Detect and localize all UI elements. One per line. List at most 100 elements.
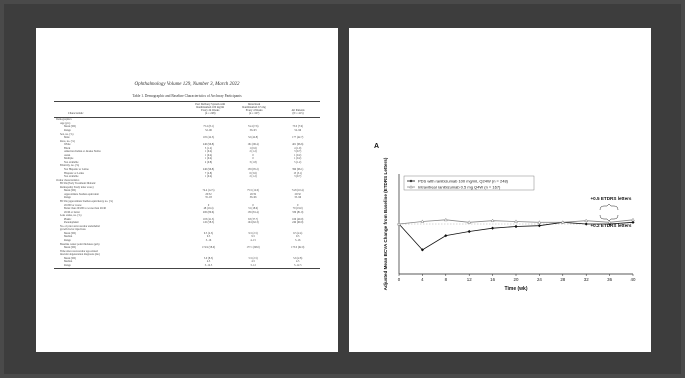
row-value: 161 (96.4)	[247, 143, 259, 147]
header-all: All Patients (N = 415)	[276, 103, 320, 116]
table-row: Median 9.5 9.5 9.5	[54, 235, 320, 239]
row-value: 0	[252, 157, 254, 161]
table-row: 20/40 or better 200 (80.6) 136 (81.4) 336 (…	[54, 211, 320, 215]
row-value: 4 (1.0)	[294, 146, 302, 150]
row-value: 336 (81.0)	[292, 210, 304, 214]
row-value: 52 (42.8)	[248, 136, 259, 140]
row-value: 104 (62.3)	[247, 221, 259, 225]
row-label: Median	[64, 260, 73, 264]
row-label: Hispanic or Latino	[64, 171, 85, 175]
chart-legend: PDS with ranibizumab 100 mg/mL Q24W (n =…	[403, 175, 535, 191]
journal-page: Ophthalmology Volume 129, Number 3, Marc…	[44, 34, 330, 346]
row-value: 249 (60.0)	[292, 221, 304, 225]
row-value: 159 (95.2)	[247, 168, 259, 172]
x-tick-label: 8	[445, 277, 448, 282]
row-label: Asian	[64, 153, 71, 157]
row-value: 9.5	[206, 235, 211, 239]
row-value: 174.9 (58.0)	[201, 246, 216, 250]
series-1-point	[514, 224, 518, 229]
row-value: 5.5 (2.5)	[248, 256, 258, 260]
table-row: Mean (SD) 174.9 (58.0) 177.1 (68.0) 175.0 (…	[54, 246, 320, 250]
row-value: 48 (19.4)	[203, 207, 214, 211]
row-value: 1 (0.4)	[204, 175, 213, 179]
row-value: 1 (0.4)	[204, 150, 213, 154]
table-row: Phakic 103 (41.5) 63 (37.7) 166 (40.0)	[54, 218, 320, 222]
row-value: 3 (1.2)	[204, 146, 213, 150]
table-row: Range 35–93 36–96 35–96	[54, 196, 320, 200]
header-ivt-line: Ranibizumab 0.5 mg	[242, 105, 266, 109]
row-value: 74.4 (12.5)	[202, 189, 215, 193]
row-value: 9.5	[251, 235, 255, 239]
row-value: 4–15	[250, 238, 256, 242]
series-1-point	[537, 224, 541, 228]
table-bottom-rule	[54, 268, 320, 269]
row-value: 7 (2.8)	[204, 171, 213, 175]
series-2-point	[443, 217, 448, 222]
characteristics-table: Characteristic Port Delivery System with…	[54, 100, 320, 270]
header-ivt-line: (n = 167)	[248, 112, 260, 116]
table-row: Median 4.5 4.5 4.5	[54, 260, 320, 264]
table-row: Not Hispanic or Latino 240 (96.8) 159 (95.…	[54, 168, 320, 172]
row-value: 175.0 (62.0)	[291, 246, 305, 250]
legend-marker	[409, 185, 413, 189]
lower-bracket	[599, 214, 619, 222]
table-row: Lens status, no. (%)	[54, 214, 320, 218]
row-value: 0	[252, 203, 254, 207]
table-row: BCVA (Early Treatment Diabetic	[54, 182, 320, 186]
row-label: BCVA (Early Treatment Diabetic	[60, 182, 96, 186]
x-tick-label: 28	[560, 277, 565, 282]
row-value: 105 (42.3)	[202, 136, 215, 140]
table-body: Demographics Age (yrs) Mean (SD) 75.2 (8.1)…	[54, 118, 320, 267]
row-value: 36–96	[249, 196, 257, 200]
row-value: 401 (96.6)	[292, 143, 304, 147]
header-pds-line: Every 24 Weeks	[201, 109, 220, 113]
slide-bcva-chart: A 0 4 8 12 16 20 24 28 32 36 40 PDS with ranibizum…	[349, 28, 651, 352]
table-row: Not available 2 (0.8) 3 (1.8) 5 (1.2)	[54, 161, 320, 165]
table-row: Hispanic or Latino 7 (2.8) 6 (3.6) 13 (3.1)	[54, 172, 320, 176]
row-value: 5.9 (8.5)	[203, 256, 214, 260]
row-value: 4.5	[296, 260, 300, 264]
header-pds-line: Port Delivery System with	[195, 102, 226, 106]
table-row: 20/200 or worse 0 0 0	[54, 204, 320, 208]
series-2-point	[490, 218, 495, 223]
header-ivt-line: Intravitreal	[247, 102, 261, 106]
chart-annotations: +0.5 ETDRS letters +0.2 ETDRS letters	[591, 196, 632, 228]
series-1-point	[608, 222, 612, 226]
table-row: macular degeneration diagnosis (mo)	[54, 253, 320, 257]
annotation-upper: +0.5 ETDRS letters	[591, 196, 632, 201]
row-value: 2 (1.2)	[249, 150, 257, 154]
x-tick-label: 40	[631, 277, 636, 282]
row-value: 103 (41.5)	[202, 217, 215, 221]
table-header-rule	[54, 116, 320, 118]
series-2-point	[631, 217, 635, 222]
journal-header: Ophthalmology Volume 129, Number 3, Marc…	[134, 82, 240, 87]
x-tick-label: 24	[537, 277, 542, 282]
row-label: Better than 20/200 to worse than 20/40	[64, 207, 106, 211]
table-row: Ocular characteristics	[54, 179, 320, 183]
table-row: Mean (SD) 75.2 (8.1) 74.4 (7.6) 75.0 (7.9)	[54, 125, 320, 129]
row-label: Mean (SD)	[64, 231, 77, 235]
table-row: American Indian or Alaska Native 1 (0.4) 2…	[54, 150, 320, 154]
table-row: growth factor injections	[54, 228, 320, 232]
row-value: 0	[207, 203, 210, 207]
upper-bracket	[599, 203, 619, 211]
table-row: Time since neovascular age-related	[54, 250, 320, 254]
row-value: 74.4 (7.6)	[247, 125, 259, 129]
row-label: Male	[64, 136, 70, 140]
row-value: 4.5	[251, 260, 255, 264]
row-value: 0	[252, 153, 254, 157]
row-value: 3 (0.7)	[294, 175, 302, 179]
annotation-lower: +0.2 ETDRS letters	[591, 223, 632, 228]
row-value: 136 (81.4)	[247, 210, 259, 214]
row-value: 5.6 (2.8)	[293, 256, 303, 260]
series-2-point	[584, 218, 589, 223]
table-row: Black 3 (1.2) 1 (0.6) 4 (1.0)	[54, 147, 320, 151]
row-value: 6 (3.6)	[249, 171, 257, 175]
row-label: Sex, no. (%)	[60, 132, 74, 136]
x-tick-label: 4	[421, 277, 424, 282]
row-label: Age (yrs)	[60, 121, 71, 125]
row-value: 20/32	[250, 192, 257, 196]
row-label: Time since neovascular age-related	[60, 249, 98, 253]
row-label: Demographics	[56, 118, 72, 122]
row-value: 9.5	[296, 235, 300, 239]
